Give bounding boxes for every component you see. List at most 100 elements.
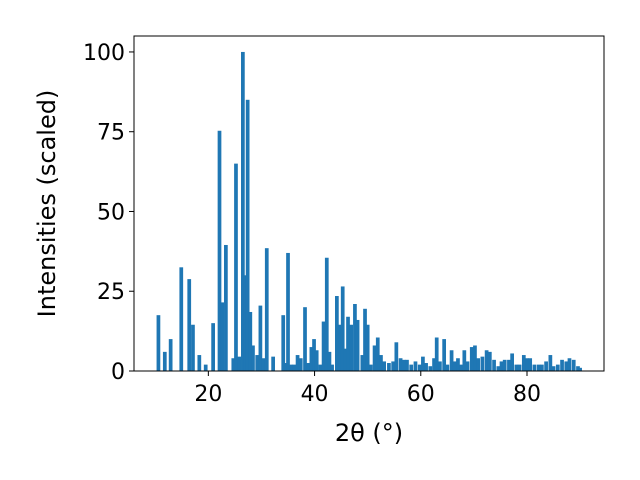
bar: [324, 257, 329, 371]
bar: [168, 339, 173, 371]
bar: [211, 323, 215, 371]
bar: [281, 315, 286, 371]
y-axis-ticks: 0 25 50 75 100: [83, 41, 134, 385]
bar: [372, 345, 377, 371]
bar: [295, 355, 300, 371]
bar: [567, 358, 572, 371]
bar: [434, 337, 439, 371]
bar: [428, 366, 433, 371]
bar: [445, 364, 450, 371]
x-tick-label: 40: [301, 382, 329, 407]
bar: [405, 359, 409, 371]
bar: [261, 358, 266, 371]
bar: [156, 315, 161, 371]
bar: [449, 350, 454, 371]
x-tick-label: 20: [194, 382, 222, 407]
bar: [179, 267, 184, 371]
bar: [312, 339, 316, 371]
bar: [442, 339, 447, 371]
bar: [363, 308, 367, 371]
bar: [314, 350, 319, 371]
bar: [507, 359, 511, 371]
x-tick-label: 60: [407, 382, 435, 407]
y-axis-title: Intensities (scaled): [33, 90, 61, 318]
bar: [197, 355, 202, 371]
bar: [551, 366, 556, 371]
x-axis-title: 2θ (°): [335, 419, 403, 447]
bar: [321, 321, 326, 371]
bar: [548, 355, 553, 371]
bar: [264, 248, 269, 371]
bar: [438, 361, 442, 371]
bar: [187, 279, 192, 371]
bar: [379, 355, 383, 371]
bar: [510, 353, 514, 371]
bar: [306, 363, 311, 371]
bar: [349, 324, 354, 371]
bar: [576, 366, 580, 371]
bar: [330, 364, 334, 371]
bar: [387, 363, 391, 371]
bar: [484, 350, 489, 371]
bar: [191, 324, 195, 371]
bar: [298, 358, 303, 371]
bar: [245, 99, 250, 371]
bar: [303, 307, 307, 371]
bar: [476, 358, 480, 371]
bar: [338, 324, 342, 371]
bar: [335, 296, 339, 371]
bar: [258, 305, 263, 371]
bar: [234, 163, 238, 371]
bar: [217, 130, 222, 371]
bar: [517, 364, 522, 371]
bar: [289, 364, 294, 371]
bar: [465, 361, 470, 371]
bar: [421, 356, 425, 371]
bar: [271, 356, 275, 371]
bar: [203, 364, 208, 371]
bar: [417, 364, 422, 371]
bar: [220, 302, 225, 371]
bar: [382, 361, 386, 371]
bar: [499, 361, 504, 371]
bar: [462, 350, 467, 371]
bar: [394, 342, 399, 371]
bar: [346, 316, 350, 371]
bar: [544, 361, 548, 371]
bar: [375, 337, 380, 371]
plot-frame: [133, 35, 605, 372]
bar: [243, 275, 247, 371]
bar: [571, 359, 576, 371]
bar: [355, 319, 360, 371]
bar: [391, 361, 396, 371]
bar: [525, 358, 529, 371]
bar: [162, 351, 167, 371]
bar: [286, 252, 290, 371]
bar: [284, 363, 288, 371]
y-tick-label: 25: [97, 280, 125, 305]
bar: [496, 366, 501, 371]
bar: [456, 358, 460, 371]
bar: [521, 355, 526, 371]
bar: [514, 364, 519, 371]
bar: [365, 324, 370, 371]
bar: [432, 358, 436, 371]
bar: [401, 359, 406, 371]
bar: [251, 345, 255, 371]
bar: [292, 364, 297, 371]
bar: [528, 358, 533, 371]
x-axis-ticks: 20 40 60 80: [194, 371, 541, 407]
bar: [369, 364, 373, 371]
bar: [555, 364, 560, 371]
bar: [398, 358, 403, 371]
bar: [241, 51, 245, 371]
bar: [327, 351, 332, 371]
bar: [424, 363, 428, 371]
bar: [340, 286, 345, 371]
bar: [353, 304, 357, 371]
bar: [318, 364, 323, 371]
bar: [224, 244, 228, 371]
bar: [560, 359, 564, 371]
bar: [469, 347, 474, 371]
bar: [480, 356, 485, 371]
